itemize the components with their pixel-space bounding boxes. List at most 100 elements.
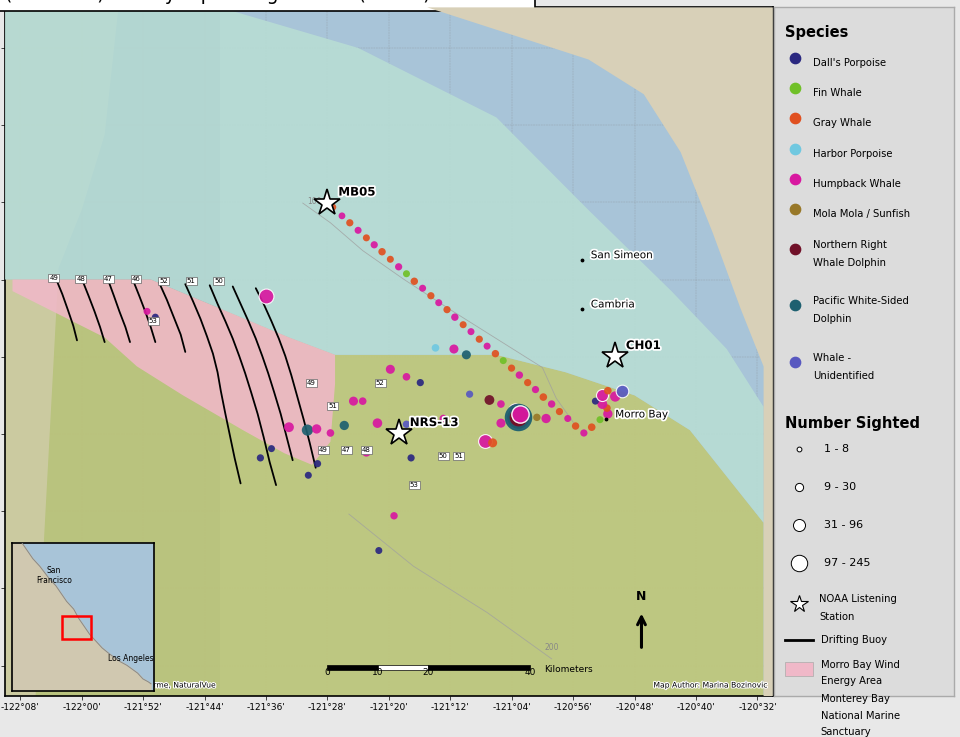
Text: 9 - 30: 9 - 30	[825, 482, 856, 492]
Text: 1 - 8: 1 - 8	[825, 444, 850, 454]
Polygon shape	[5, 7, 118, 696]
Point	[787, 203, 803, 215]
Text: NRS-13: NRS-13	[410, 416, 459, 429]
Text: 100: 100	[307, 198, 322, 206]
Point	[300, 469, 316, 481]
Point	[560, 413, 575, 425]
Point	[568, 420, 584, 432]
Point	[787, 299, 803, 311]
Point	[359, 232, 374, 244]
Text: Unidentified: Unidentified	[813, 371, 875, 380]
Point	[258, 290, 274, 301]
Point	[584, 422, 599, 433]
Point	[440, 304, 455, 315]
Text: 31 - 96: 31 - 96	[825, 520, 863, 530]
Polygon shape	[427, 7, 773, 696]
Text: NOAA Listening: NOAA Listening	[819, 593, 897, 604]
Text: Cambria: Cambria	[590, 299, 635, 310]
Text: Fin Whale: Fin Whale	[813, 88, 862, 98]
Text: San Simeon: San Simeon	[590, 251, 653, 260]
Text: Morro Bay Wind: Morro Bay Wind	[821, 660, 900, 670]
Point	[446, 343, 462, 355]
Point	[342, 217, 357, 228]
Text: 48: 48	[76, 276, 85, 282]
Point	[791, 443, 806, 455]
Point	[459, 349, 474, 360]
Text: Gray Whale: Gray Whale	[813, 119, 872, 128]
Point	[310, 458, 325, 469]
Point	[495, 354, 511, 366]
Point	[148, 311, 163, 323]
Text: Whale -: Whale -	[813, 352, 852, 363]
Point	[398, 371, 414, 383]
Point	[511, 411, 526, 423]
Point	[529, 411, 544, 423]
Text: Map Author: Marina Bozinovic: Map Author: Marina Bozinovic	[654, 680, 768, 690]
Text: 0: 0	[324, 668, 329, 677]
Text: 20: 20	[422, 668, 434, 677]
Text: Sanctuary: Sanctuary	[821, 727, 872, 737]
Point	[464, 326, 479, 338]
Point	[337, 419, 352, 431]
Point	[536, 391, 551, 403]
Text: Species: Species	[784, 24, 848, 40]
Text: Monterey Bay: Monterey Bay	[821, 694, 890, 705]
Bar	[377, 666, 428, 670]
Bar	[61, 615, 91, 639]
Text: 50: 50	[439, 453, 447, 459]
Text: 48: 48	[362, 447, 371, 453]
Point	[350, 224, 366, 236]
Text: Whale Dolphin: Whale Dolphin	[813, 257, 886, 268]
Text: 51: 51	[187, 278, 196, 284]
Point	[403, 452, 419, 464]
Point	[479, 340, 494, 352]
Point	[614, 385, 630, 397]
Point	[504, 362, 519, 374]
Point	[455, 319, 470, 331]
Polygon shape	[12, 543, 151, 691]
Text: 97 - 245: 97 - 245	[825, 558, 871, 567]
Text: 47: 47	[104, 276, 112, 282]
Point	[309, 423, 324, 435]
Point	[787, 242, 803, 254]
Point	[398, 268, 414, 279]
Point	[594, 398, 610, 410]
Point	[513, 408, 528, 420]
Text: 51: 51	[454, 453, 463, 459]
Point	[599, 402, 614, 414]
Point	[462, 388, 477, 400]
Text: 49: 49	[306, 380, 316, 385]
Point	[281, 422, 297, 433]
Point	[370, 417, 385, 429]
Point	[787, 52, 803, 63]
Text: Energy Area: Energy Area	[821, 677, 882, 686]
Point	[512, 369, 527, 381]
Bar	[784, 662, 813, 676]
Point	[539, 413, 554, 425]
Text: Los Angeles: Los Angeles	[108, 654, 154, 663]
Text: 49: 49	[319, 447, 328, 453]
Point	[431, 297, 446, 309]
Text: Drifting Buoy: Drifting Buoy	[821, 635, 887, 645]
Point	[346, 395, 361, 407]
Text: CH01: CH01	[626, 339, 660, 352]
Point	[413, 377, 428, 388]
Point	[600, 385, 615, 397]
Point	[513, 408, 528, 420]
Text: National Marine: National Marine	[821, 710, 900, 721]
Point	[552, 405, 567, 417]
Text: Humpback Whale: Humpback Whale	[813, 179, 901, 189]
Bar	[784, 696, 813, 710]
Point	[485, 437, 500, 449]
Point	[528, 384, 543, 396]
Point	[471, 333, 487, 345]
Text: 47: 47	[342, 447, 351, 453]
Point	[334, 210, 349, 222]
Text: N: N	[636, 590, 647, 603]
Point	[488, 348, 503, 360]
Text: Esri, FAO, NOAA, USGS, Esri, DeLorme, NaturalVue: Esri, FAO, NOAA, USGS, Esri, DeLorme, Na…	[23, 680, 215, 690]
Point	[493, 398, 509, 410]
Point	[374, 246, 390, 258]
Polygon shape	[12, 279, 335, 465]
Point	[252, 452, 268, 464]
